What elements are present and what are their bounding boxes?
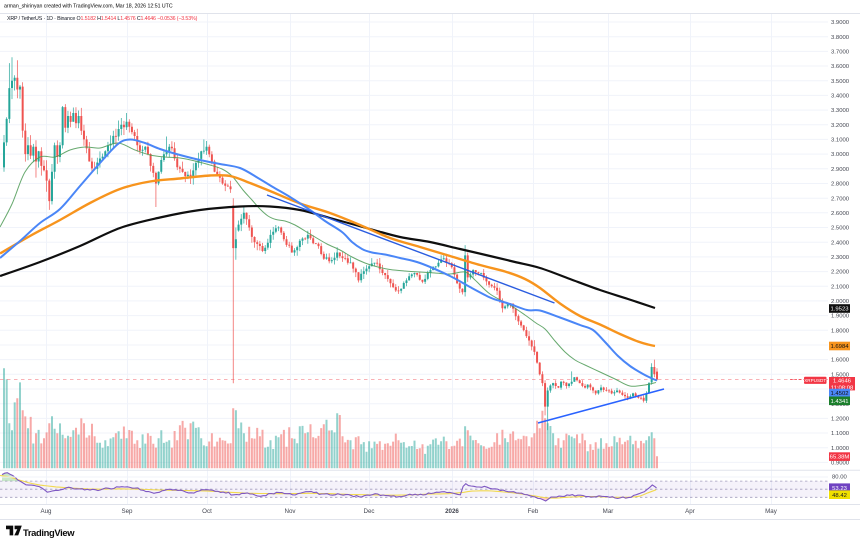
svg-text:80.00: 80.00 bbox=[832, 474, 847, 480]
svg-text:Oct: Oct bbox=[202, 508, 212, 515]
svg-text:3.8000: 3.8000 bbox=[831, 35, 850, 41]
svg-text:1.4341: 1.4341 bbox=[830, 399, 848, 405]
svg-text:Nov: Nov bbox=[284, 508, 296, 515]
svg-text:TradingView: TradingView bbox=[23, 527, 75, 538]
svg-text:2026: 2026 bbox=[445, 508, 459, 515]
svg-text:3.7000: 3.7000 bbox=[831, 50, 850, 56]
svg-text:2.8000: 2.8000 bbox=[831, 182, 850, 188]
svg-text:arman_shirinyan created with T: arman_shirinyan created with TradingView… bbox=[4, 4, 173, 10]
svg-text:2.5000: 2.5000 bbox=[831, 226, 850, 232]
svg-text:Aug: Aug bbox=[40, 508, 52, 515]
svg-text:Apr: Apr bbox=[685, 508, 695, 515]
svg-text:1.0000: 1.0000 bbox=[831, 446, 850, 452]
svg-text:3.4000: 3.4000 bbox=[831, 94, 850, 100]
svg-text:3.1000: 3.1000 bbox=[831, 138, 850, 144]
svg-text:3.6000: 3.6000 bbox=[831, 64, 850, 70]
svg-text:2.2000: 2.2000 bbox=[831, 270, 850, 276]
svg-text:1.6984: 1.6984 bbox=[830, 344, 849, 350]
svg-text:1.5000: 1.5000 bbox=[831, 372, 850, 378]
svg-text:XRP / TetherUS · 1D · Binance: XRP / TetherUS · 1D · Binance O1.5182 H1… bbox=[7, 16, 198, 22]
svg-text:1.9000: 1.9000 bbox=[831, 314, 850, 320]
svg-text:2.7000: 2.7000 bbox=[831, 196, 850, 202]
svg-text:1.4502: 1.4502 bbox=[830, 391, 848, 397]
svg-text:1.2000: 1.2000 bbox=[831, 417, 850, 423]
svg-text:3.0000: 3.0000 bbox=[831, 152, 850, 158]
svg-text:3.3000: 3.3000 bbox=[831, 108, 850, 114]
svg-text:1.1000: 1.1000 bbox=[831, 431, 850, 437]
svg-text:11:08:08: 11:08:08 bbox=[831, 385, 854, 391]
svg-text:3.9000: 3.9000 bbox=[831, 20, 850, 26]
svg-text:2.0000: 2.0000 bbox=[831, 299, 850, 305]
svg-text:2.6000: 2.6000 bbox=[831, 211, 850, 217]
svg-text:May: May bbox=[765, 508, 778, 515]
svg-text:Sep: Sep bbox=[121, 508, 133, 515]
svg-text:3.5000: 3.5000 bbox=[831, 79, 850, 85]
svg-text:Feb: Feb bbox=[528, 508, 539, 515]
svg-text:Mar: Mar bbox=[603, 508, 614, 515]
svg-text:3.2000: 3.2000 bbox=[831, 123, 850, 129]
svg-text:1.4646: 1.4646 bbox=[833, 379, 852, 385]
svg-text:1.8000: 1.8000 bbox=[831, 328, 850, 334]
svg-text:1.9523: 1.9523 bbox=[830, 307, 849, 313]
svg-text:XRPUSDT: XRPUSDT bbox=[804, 378, 826, 383]
svg-text:48.42: 48.42 bbox=[832, 493, 847, 499]
svg-text:0.9000: 0.9000 bbox=[831, 461, 850, 467]
svg-text:2.1000: 2.1000 bbox=[831, 284, 850, 290]
svg-text:65.38M: 65.38M bbox=[830, 455, 850, 461]
svg-text:1.6000: 1.6000 bbox=[831, 358, 850, 364]
svg-text:2.3000: 2.3000 bbox=[831, 255, 850, 261]
svg-text:2.4000: 2.4000 bbox=[831, 240, 850, 246]
svg-text:2.9000: 2.9000 bbox=[831, 167, 850, 173]
svg-text:Dec: Dec bbox=[363, 508, 374, 515]
svg-text:53.23: 53.23 bbox=[832, 486, 847, 492]
